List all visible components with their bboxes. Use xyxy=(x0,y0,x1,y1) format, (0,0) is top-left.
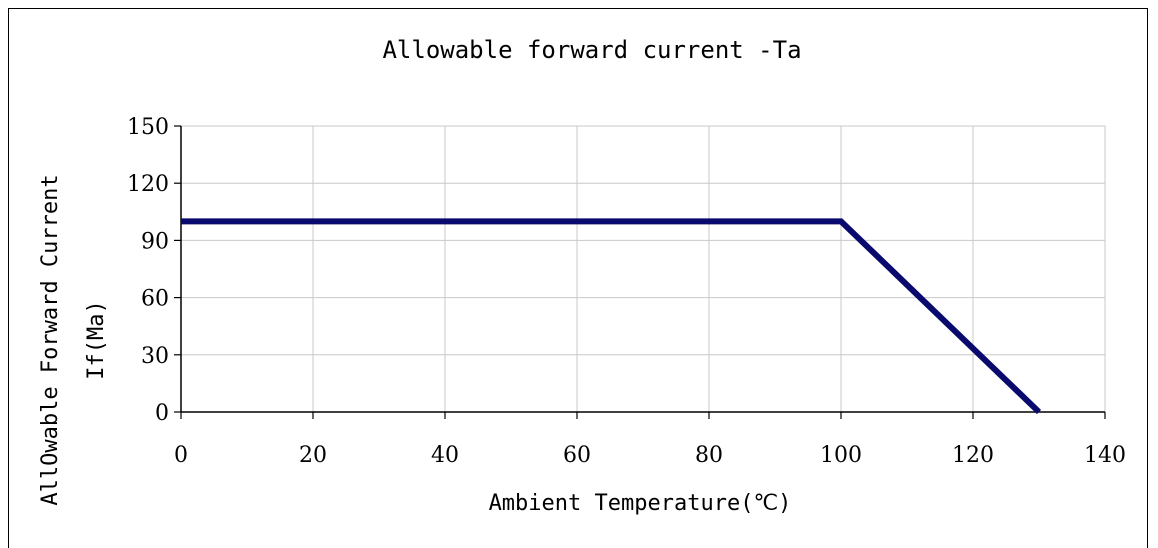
y-tick-label: 30 xyxy=(141,344,169,369)
y-axis-label: AllOwable Forward Current xyxy=(38,174,63,505)
x-tick-label: 100 xyxy=(820,443,862,468)
series-line xyxy=(181,218,1042,415)
x-tick-label: 80 xyxy=(695,443,723,468)
y-tick-label: 120 xyxy=(127,172,169,197)
x-tick-label: 140 xyxy=(1084,443,1126,468)
plot-area: 0 20 40 60 80 100 120 140 0 30 60 90 120 150 xyxy=(127,115,1126,468)
x-axis-label: Ambient Temperature(℃) xyxy=(489,491,792,516)
x-tick-label: 20 xyxy=(299,443,327,468)
y-axis-unit-label: If(Ma) xyxy=(84,300,109,379)
x-tick-label: 0 xyxy=(174,443,188,468)
x-tick-label: 40 xyxy=(431,443,459,468)
chart-title: Allowable forward current -Ta xyxy=(382,36,801,64)
y-tick-label: 0 xyxy=(155,401,169,426)
y-tick-label: 90 xyxy=(141,229,169,254)
x-tick-label: 120 xyxy=(952,443,994,468)
y-tick-label: 150 xyxy=(127,115,169,140)
x-tick-label: 60 xyxy=(563,443,591,468)
chart-frame xyxy=(8,8,1148,548)
y-tick-label: 60 xyxy=(141,287,169,312)
